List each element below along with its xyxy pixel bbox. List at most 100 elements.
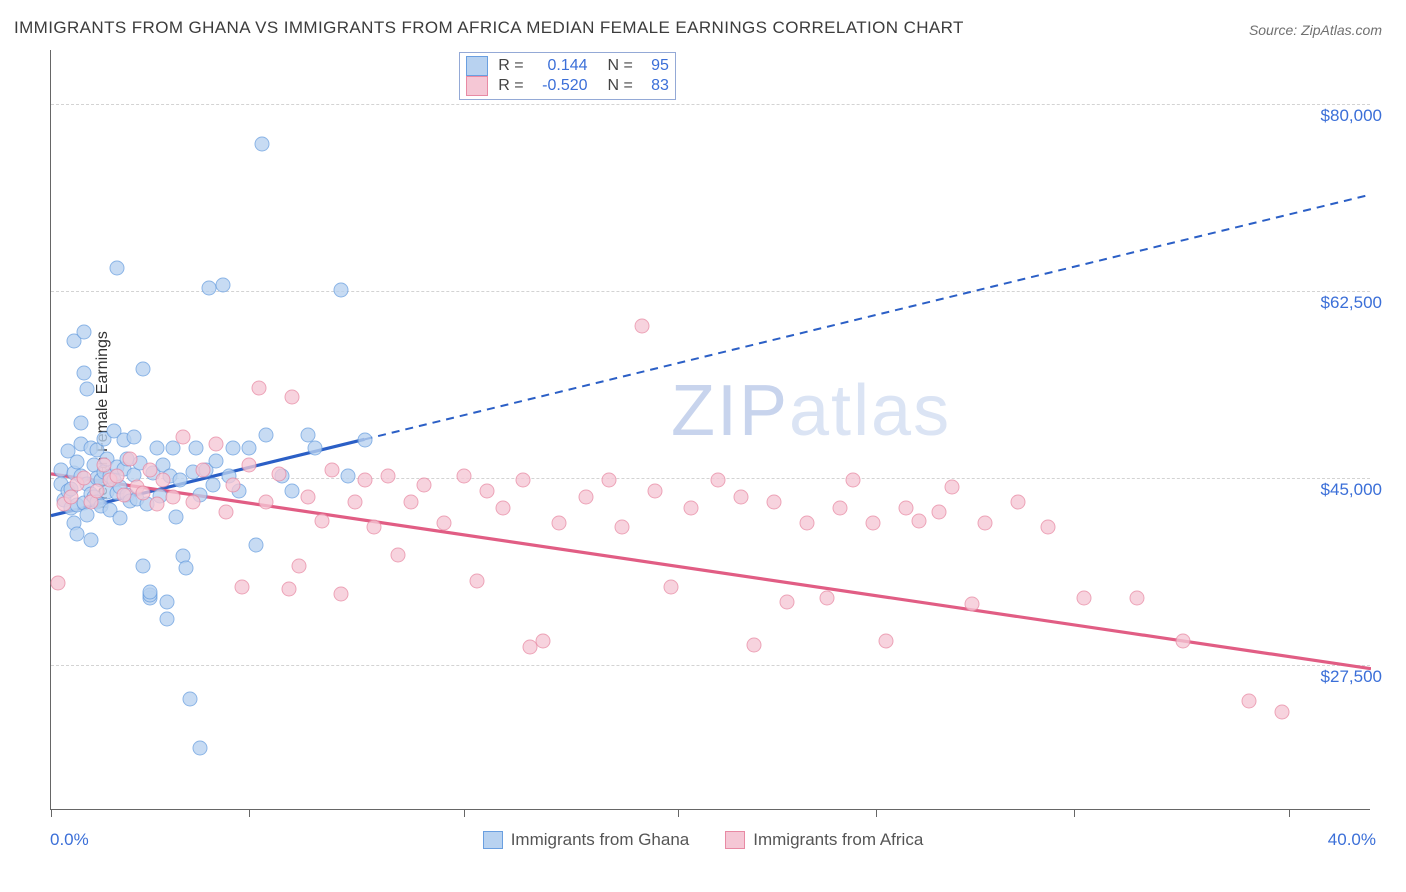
x-tick — [249, 809, 250, 817]
point-africa — [1274, 704, 1289, 719]
point-africa — [90, 484, 105, 499]
point-africa — [766, 494, 781, 509]
point-africa — [271, 466, 286, 481]
point-africa — [149, 496, 164, 511]
point-africa — [334, 586, 349, 601]
point-africa — [710, 473, 725, 488]
point-ghana — [341, 469, 356, 484]
legend-correlation: R =0.144N =95R =-0.520N =83 — [459, 52, 676, 100]
y-tick-label: $80,000 — [1321, 106, 1382, 126]
point-ghana — [149, 441, 164, 456]
point-ghana — [248, 537, 263, 552]
point-africa — [733, 490, 748, 505]
point-africa — [614, 520, 629, 535]
point-ghana — [225, 441, 240, 456]
point-africa — [357, 473, 372, 488]
point-africa — [143, 462, 158, 477]
point-ghana — [113, 510, 128, 525]
n-label: N = — [608, 57, 633, 75]
point-ghana — [136, 558, 151, 573]
point-africa — [684, 501, 699, 516]
point-africa — [515, 473, 530, 488]
point-africa — [535, 633, 550, 648]
point-africa — [258, 494, 273, 509]
point-ghana — [70, 455, 85, 470]
point-africa — [77, 471, 92, 486]
point-africa — [367, 520, 382, 535]
legend-item: Immigrants from Ghana — [483, 830, 690, 850]
point-africa — [380, 469, 395, 484]
point-africa — [1040, 520, 1055, 535]
n-label: N = — [608, 77, 633, 95]
point-africa — [832, 501, 847, 516]
point-ghana — [77, 366, 92, 381]
point-africa — [1175, 633, 1190, 648]
point-africa — [496, 501, 511, 516]
source-attribution: Source: ZipAtlas.com — [1249, 22, 1382, 38]
gridline — [51, 104, 1370, 105]
r-value: 0.144 — [534, 57, 588, 75]
point-africa — [324, 462, 339, 477]
point-africa — [746, 638, 761, 653]
point-ghana — [209, 454, 224, 469]
point-africa — [185, 494, 200, 509]
point-africa — [176, 430, 191, 445]
trendline-solid-africa — [51, 474, 1371, 669]
point-africa — [123, 451, 138, 466]
point-ghana — [284, 484, 299, 499]
point-africa — [235, 580, 250, 595]
point-africa — [116, 488, 131, 503]
x-tick — [678, 809, 679, 817]
point-ghana — [159, 612, 174, 627]
point-africa — [403, 494, 418, 509]
point-africa — [977, 516, 992, 531]
x-tick — [1289, 809, 1290, 817]
legend-row: R =-0.520N =83 — [466, 76, 669, 96]
point-africa — [1129, 591, 1144, 606]
point-ghana — [126, 430, 141, 445]
point-ghana — [169, 509, 184, 524]
point-ghana — [182, 691, 197, 706]
point-africa — [225, 477, 240, 492]
n-value: 95 — [643, 57, 669, 75]
point-africa — [878, 633, 893, 648]
legend-label: Immigrants from Africa — [753, 830, 923, 850]
r-value: -0.520 — [534, 77, 588, 95]
point-africa — [284, 389, 299, 404]
r-label: R = — [498, 77, 523, 95]
point-africa — [664, 580, 679, 595]
point-africa — [931, 505, 946, 520]
point-ghana — [77, 324, 92, 339]
point-ghana — [179, 561, 194, 576]
point-ghana — [192, 740, 207, 755]
point-africa — [110, 469, 125, 484]
point-africa — [347, 494, 362, 509]
point-ghana — [308, 441, 323, 456]
point-ghana — [83, 533, 98, 548]
gridline — [51, 665, 1370, 666]
point-ghana — [136, 361, 151, 376]
point-africa — [195, 462, 210, 477]
point-africa — [479, 484, 494, 499]
point-africa — [944, 479, 959, 494]
point-africa — [911, 513, 926, 528]
point-africa — [96, 458, 111, 473]
trendline-dashed-ghana — [365, 195, 1372, 440]
point-africa — [865, 516, 880, 531]
legend-row: R =0.144N =95 — [466, 56, 669, 76]
y-tick-label: $62,500 — [1321, 293, 1382, 313]
point-africa — [456, 469, 471, 484]
plot-area: ZIPatlas — [50, 50, 1370, 810]
swatch-icon — [725, 831, 745, 849]
legend-bottom: Immigrants from Ghana Immigrants from Afr… — [0, 830, 1406, 854]
point-ghana — [205, 477, 220, 492]
point-ghana — [110, 261, 125, 276]
point-africa — [469, 573, 484, 588]
gridline — [51, 291, 1370, 292]
point-africa — [1241, 693, 1256, 708]
point-ghana — [80, 507, 95, 522]
point-ghana — [215, 278, 230, 293]
point-ghana — [357, 432, 372, 447]
point-africa — [390, 548, 405, 563]
point-africa — [50, 576, 65, 591]
